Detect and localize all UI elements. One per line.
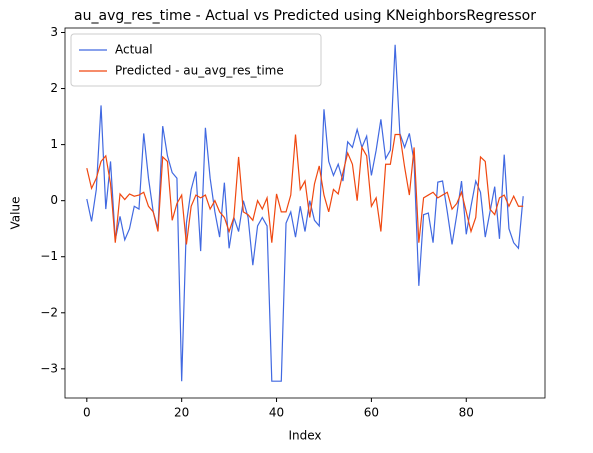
x-axis-label: Index	[288, 429, 321, 443]
y-tick-label: −2	[40, 305, 58, 319]
y-tick-label: 0	[50, 193, 58, 207]
legend-label: Actual	[115, 43, 153, 57]
x-tick-label: 0	[83, 406, 91, 420]
legend-label: Predicted - au_avg_res_time	[115, 64, 284, 78]
y-tick-label: 2	[50, 81, 58, 95]
x-tick-label: 80	[459, 406, 474, 420]
data-line	[86, 44, 524, 382]
y-tick-label: 1	[50, 137, 58, 151]
x-tick-label: 40	[269, 406, 284, 420]
plot-frame	[64, 27, 546, 399]
y-tick-label: 3	[50, 25, 58, 39]
y-axis-label: Value	[9, 197, 23, 230]
chart-title: au_avg_res_time - Actual vs Predicted us…	[74, 8, 536, 24]
data-line	[86, 133, 524, 245]
y-tick-label: −3	[40, 361, 58, 375]
legend-box	[70, 33, 322, 87]
legend: Actual Predicted - au_avg_res_time	[70, 33, 322, 87]
x-tick-label: 20	[174, 406, 189, 420]
x-tick-label: 60	[364, 406, 379, 420]
y-tick-label: −1	[40, 249, 58, 263]
